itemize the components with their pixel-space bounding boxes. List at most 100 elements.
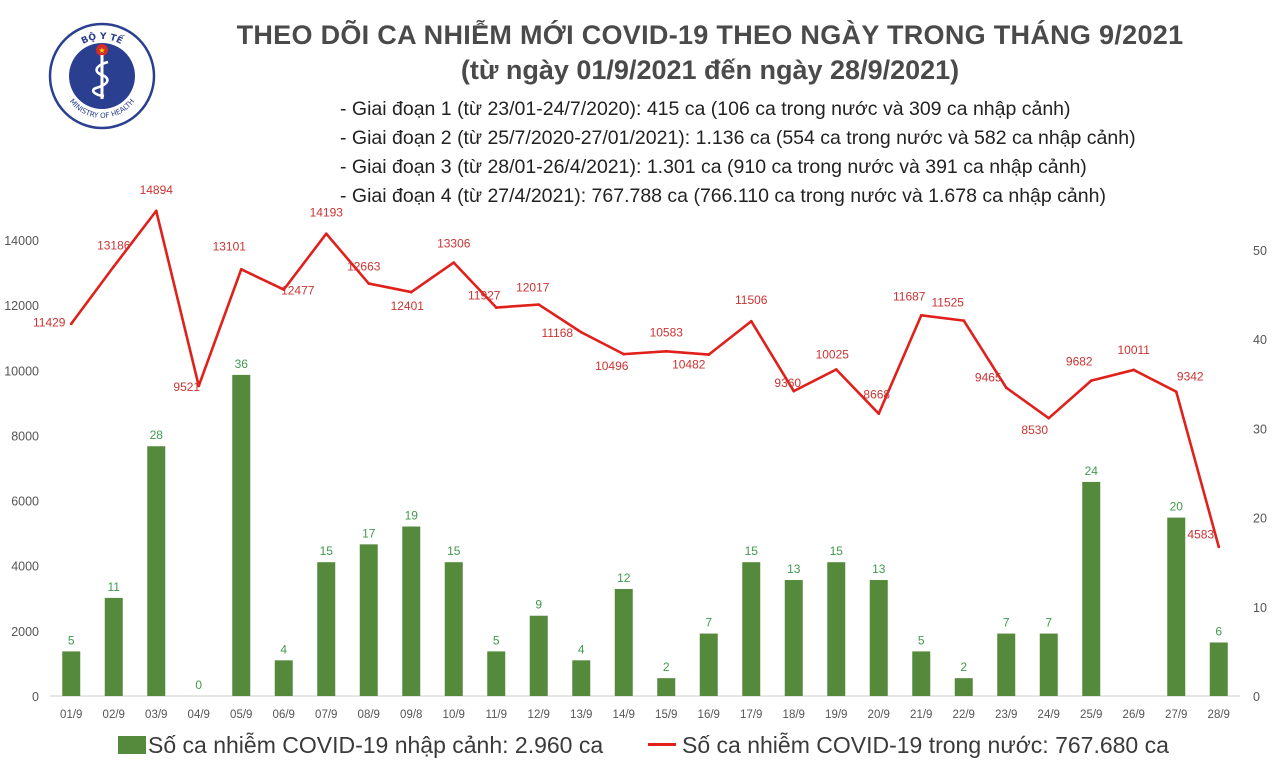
right-axis-tick-label: 10 — [1253, 601, 1267, 615]
header: THEO DÕI CA NHIỄM MỚI COVID-19 THEO NGÀY… — [160, 18, 1260, 88]
bar-imported — [62, 651, 81, 696]
line-point — [367, 282, 371, 285]
bar-imported — [104, 597, 123, 696]
bar-data-label: 28 — [150, 428, 164, 442]
bar-imported — [317, 562, 336, 696]
x-axis-tick-label: 27/9 — [1165, 709, 1187, 721]
right-axis-tick-label: 30 — [1253, 422, 1267, 436]
bar-imported — [359, 544, 378, 696]
bar-data-label: 13 — [872, 562, 886, 576]
bar-data-label: 5 — [68, 633, 75, 647]
line-point — [69, 322, 73, 326]
line-point — [409, 290, 413, 294]
left-axis-tick-label: 2000 — [11, 625, 39, 639]
line-point — [749, 319, 753, 323]
bar-imported — [1039, 633, 1058, 696]
legend-line-swatch — [648, 743, 676, 746]
x-axis-tick-label: 21/9 — [910, 709, 932, 721]
phase-line-4: - Giai đoạn 4 (từ 27/4/2021): 767.788 ca… — [340, 185, 1106, 207]
right-axis-tick-label: 50 — [1253, 244, 1267, 258]
line-point — [962, 319, 966, 323]
line-data-label: 11168 — [541, 326, 573, 340]
bar-data-label: 19 — [405, 509, 419, 523]
page-title: THEO DÕI CA NHIỄM MỚI COVID-19 THEO NGÀY… — [236, 20, 1184, 50]
x-axis-tick-label: 14/9 — [613, 709, 635, 721]
x-axis-tick-label: 18/9 — [783, 709, 805, 721]
bar-data-label: 36 — [235, 357, 249, 371]
legend-item-domestic: Số ca nhiễm COVID-19 trong nước: 767.680… — [648, 732, 1169, 759]
bar-imported — [699, 633, 718, 696]
phase-line-2: - Giai đoạn 2 (từ 25/7/2020-27/01/2021):… — [340, 127, 1136, 149]
line-point — [1217, 545, 1221, 549]
x-axis-tick-label: 24/9 — [1038, 709, 1060, 721]
x-axis-tick-label: 03/9 — [145, 709, 167, 721]
bar-data-label: 12 — [617, 571, 631, 585]
line-data-label: 10583 — [650, 325, 684, 339]
bar-data-label: 7 — [705, 616, 712, 630]
svg-text:BỘ Y TẾ: BỘ Y TẾ — [80, 31, 126, 47]
x-axis-tick-label: 04/9 — [188, 709, 210, 721]
line-data-label: 10025 — [816, 347, 850, 361]
line-point — [707, 353, 711, 356]
bar-data-label: 5 — [918, 633, 925, 647]
bar-data-label: 13 — [787, 562, 801, 576]
bar-imported — [784, 580, 803, 696]
bar-imported — [827, 562, 846, 696]
line-data-label: 14894 — [140, 183, 174, 197]
bar-data-label: 7 — [1003, 616, 1010, 630]
phase-line-1: - Giai đoạn 1 (từ 23/01-24/7/2020): 415 … — [340, 98, 1071, 120]
bar-imported — [742, 562, 761, 696]
bar-data-label: 15 — [745, 544, 759, 558]
x-axis-tick-label: 02/9 — [103, 709, 125, 721]
line-data-label: 13101 — [213, 239, 247, 253]
bar-data-label: 15 — [447, 544, 461, 558]
bar-imported — [614, 588, 633, 696]
bar-imported — [147, 446, 166, 696]
bar-data-label: 7 — [1045, 616, 1052, 630]
bar-imported — [869, 580, 888, 696]
left-axis-tick-label: 8000 — [11, 429, 39, 443]
line-data-label: 14193 — [310, 206, 344, 220]
x-axis-tick-label: 16/9 — [698, 709, 720, 721]
bar-imported — [444, 562, 463, 696]
x-axis-tick-label: 23/9 — [995, 709, 1017, 721]
line-data-label: 8530 — [1021, 423, 1048, 437]
right-axis-tick-label: 0 — [1253, 690, 1260, 704]
bar-data-label: 2 — [960, 660, 967, 674]
line-point — [324, 232, 328, 236]
line-point — [239, 267, 243, 271]
x-axis-tick-label: 01/9 — [60, 709, 82, 721]
line-data-label: 4583 — [1187, 528, 1214, 542]
line-data-label: 12477 — [281, 284, 315, 298]
left-axis-tick-label: 6000 — [11, 495, 39, 509]
bar-data-label: 5 — [493, 633, 500, 647]
x-axis-tick-label: 09/8 — [400, 709, 422, 721]
line-point — [452, 261, 456, 265]
line-data-label: 11429 — [33, 316, 66, 330]
bar-imported — [954, 678, 973, 696]
line-data-label: 9521 — [173, 380, 200, 394]
line-point — [877, 412, 881, 416]
line-point — [1089, 379, 1093, 383]
bar-data-label: 15 — [830, 544, 844, 558]
x-axis-tick-label: 11/9 — [485, 709, 507, 721]
legend: Số ca nhiễm COVID-19 nhập cảnh: 2.960 ca… — [0, 730, 1280, 761]
bar-imported — [997, 633, 1016, 696]
line-data-label: 9360 — [774, 376, 801, 390]
x-axis-tick-label: 20/9 — [868, 709, 890, 721]
line-point — [1174, 390, 1178, 394]
right-axis-tick-label: 40 — [1253, 333, 1267, 347]
legend-imported-label: Số ca nhiễm COVID-19 nhập cảnh: 2.960 ca — [148, 732, 604, 758]
line-data-label: 9682 — [1066, 355, 1093, 369]
line-point — [1047, 416, 1051, 420]
x-axis-tick-label: 19/9 — [825, 709, 847, 721]
bar-data-label: 15 — [320, 544, 334, 558]
bar-imported — [402, 526, 421, 696]
bar-imported — [1167, 517, 1186, 696]
x-axis-tick-label: 28/9 — [1208, 709, 1230, 721]
line-data-label: 8668 — [863, 388, 890, 402]
line-data-label: 12401 — [391, 299, 425, 313]
bar-data-label: 2 — [663, 660, 670, 674]
x-axis-tick-label: 17/9 — [740, 709, 762, 721]
x-axis-tick-label: 10/9 — [443, 709, 465, 721]
